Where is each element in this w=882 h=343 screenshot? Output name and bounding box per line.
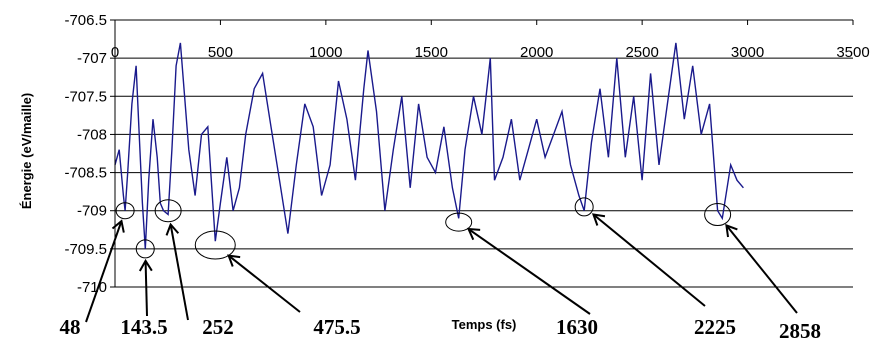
y-tick-labels: -706.5 -707 -707.5 -708 -708.5 -709 -709.5 -710 <box>64 12 107 296</box>
callout-label: 2225 <box>694 315 736 339</box>
callout-circle <box>194 230 236 260</box>
callout-arrowhead <box>466 227 481 241</box>
callout-circle <box>135 239 155 259</box>
callout-label: 475.5 <box>313 315 360 339</box>
callout-circle <box>115 202 135 220</box>
callout-circle <box>704 203 732 227</box>
callout-arrowhead <box>591 213 606 226</box>
y-tick-label: -708.5 <box>64 165 107 182</box>
callout-label: 2858 <box>779 319 821 343</box>
callout-arrowhead <box>111 219 125 233</box>
callout-arrowhead <box>227 254 241 267</box>
callout-label: 48 <box>60 315 81 339</box>
callout-arrowhead <box>725 223 738 238</box>
x-tick-label: 1000 <box>309 44 342 61</box>
callout-arrow <box>467 228 591 315</box>
callout-label: 1630 <box>556 315 598 339</box>
y-tick-label: -709.5 <box>64 241 107 258</box>
callout-circle <box>154 199 182 223</box>
y-tick-label: -710 <box>77 279 107 296</box>
y-tick-label: -706.5 <box>64 12 107 29</box>
callout-arrowhead <box>138 258 153 272</box>
callout-arrow <box>592 213 706 307</box>
callout-arrow <box>144 260 148 317</box>
x-tick-label: 3000 <box>731 44 764 61</box>
x-tick-labels: 0 500 1000 1500 2000 2500 3000 3500 <box>111 44 870 61</box>
callout-label: 143.5 <box>120 315 167 339</box>
callout-arrow <box>85 220 123 323</box>
callout-arrow <box>725 224 798 314</box>
x-tick-label: 1500 <box>415 44 448 61</box>
y-tick-label: -707 <box>77 50 107 67</box>
x-tick-label: 2000 <box>520 44 553 61</box>
y-tick-label: -707.5 <box>64 88 107 105</box>
callout-label: 252 <box>202 315 234 339</box>
y-tick-label: -709 <box>77 203 107 220</box>
callout-arrowhead <box>165 222 180 236</box>
series-line <box>114 42 744 249</box>
x-axis-title: Temps (fs) <box>452 317 517 332</box>
y-tick-label: -708 <box>77 126 107 143</box>
x-tick-label: 3500 <box>836 44 869 61</box>
callout-arrow <box>169 224 189 321</box>
x-tick-label: 2500 <box>625 44 658 61</box>
x-tick-label: 500 <box>208 44 233 61</box>
callout-circle <box>445 212 473 232</box>
callout-circle <box>574 197 594 217</box>
callout-arrow <box>227 254 301 313</box>
y-axis-title: Énergie (eV/maille) <box>19 93 34 209</box>
callout-annotations: 48 143.5 252 475.5 1630 2225 2858 <box>60 197 821 343</box>
